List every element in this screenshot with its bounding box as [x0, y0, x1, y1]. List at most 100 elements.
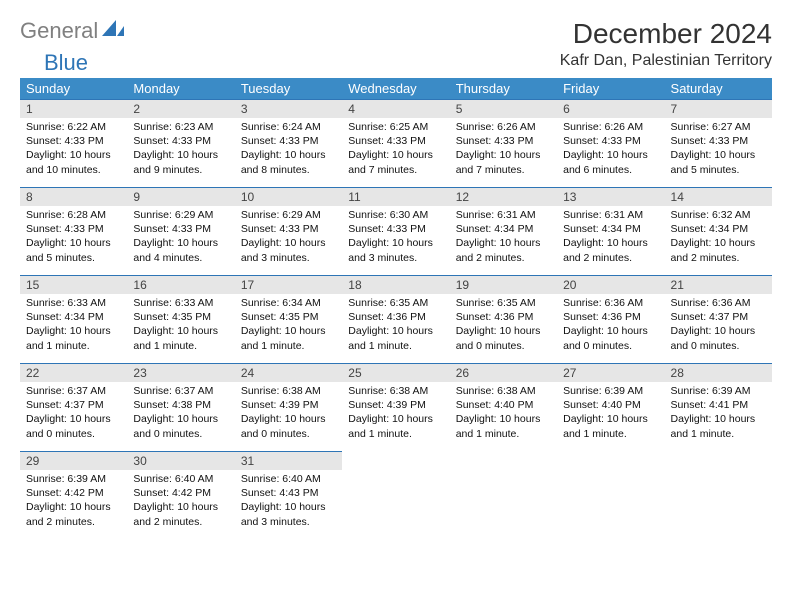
day-number: 11 — [342, 188, 449, 206]
day-info: Sunrise: 6:25 AMSunset: 4:33 PMDaylight:… — [342, 118, 449, 183]
day-cell: 12Sunrise: 6:31 AMSunset: 4:34 PMDayligh… — [450, 188, 557, 276]
day-cell — [342, 452, 449, 540]
day-info: Sunrise: 6:26 AMSunset: 4:33 PMDaylight:… — [450, 118, 557, 183]
day-info: Sunrise: 6:38 AMSunset: 4:39 PMDaylight:… — [342, 382, 449, 447]
day-cell: 6Sunrise: 6:26 AMSunset: 4:33 PMDaylight… — [557, 100, 664, 188]
day-info: Sunrise: 6:33 AMSunset: 4:34 PMDaylight:… — [20, 294, 127, 359]
day-number: 5 — [450, 100, 557, 118]
day-info: Sunrise: 6:37 AMSunset: 4:38 PMDaylight:… — [127, 382, 234, 447]
location: Kafr Dan, Palestinian Territory — [560, 52, 772, 70]
header: General December 2024 Kafr Dan, Palestin… — [20, 18, 772, 70]
day-number: 26 — [450, 364, 557, 382]
day-cell: 21Sunrise: 6:36 AMSunset: 4:37 PMDayligh… — [665, 276, 772, 364]
day-info: Sunrise: 6:38 AMSunset: 4:39 PMDaylight:… — [235, 382, 342, 447]
calendar-body: 1Sunrise: 6:22 AMSunset: 4:33 PMDaylight… — [20, 100, 772, 540]
day-info: Sunrise: 6:28 AMSunset: 4:33 PMDaylight:… — [20, 206, 127, 271]
day-cell: 1Sunrise: 6:22 AMSunset: 4:33 PMDaylight… — [20, 100, 127, 188]
day-cell: 5Sunrise: 6:26 AMSunset: 4:33 PMDaylight… — [450, 100, 557, 188]
day-info: Sunrise: 6:24 AMSunset: 4:33 PMDaylight:… — [235, 118, 342, 183]
day-cell: 11Sunrise: 6:30 AMSunset: 4:33 PMDayligh… — [342, 188, 449, 276]
day-cell: 15Sunrise: 6:33 AMSunset: 4:34 PMDayligh… — [20, 276, 127, 364]
day-number: 17 — [235, 276, 342, 294]
weekday-header: Thursday — [450, 78, 557, 100]
day-info: Sunrise: 6:37 AMSunset: 4:37 PMDaylight:… — [20, 382, 127, 447]
day-cell: 2Sunrise: 6:23 AMSunset: 4:33 PMDaylight… — [127, 100, 234, 188]
day-info: Sunrise: 6:36 AMSunset: 4:37 PMDaylight:… — [665, 294, 772, 359]
day-number: 18 — [342, 276, 449, 294]
day-cell: 8Sunrise: 6:28 AMSunset: 4:33 PMDaylight… — [20, 188, 127, 276]
day-number: 16 — [127, 276, 234, 294]
day-info: Sunrise: 6:38 AMSunset: 4:40 PMDaylight:… — [450, 382, 557, 447]
day-number: 15 — [20, 276, 127, 294]
day-number: 3 — [235, 100, 342, 118]
day-cell — [557, 452, 664, 540]
day-number: 22 — [20, 364, 127, 382]
day-cell — [665, 452, 772, 540]
day-cell: 3Sunrise: 6:24 AMSunset: 4:33 PMDaylight… — [235, 100, 342, 188]
day-cell: 14Sunrise: 6:32 AMSunset: 4:34 PMDayligh… — [665, 188, 772, 276]
day-info: Sunrise: 6:33 AMSunset: 4:35 PMDaylight:… — [127, 294, 234, 359]
day-number: 23 — [127, 364, 234, 382]
day-info: Sunrise: 6:22 AMSunset: 4:33 PMDaylight:… — [20, 118, 127, 183]
day-number: 19 — [450, 276, 557, 294]
day-info: Sunrise: 6:39 AMSunset: 4:42 PMDaylight:… — [20, 470, 127, 535]
logo-sail-icon — [102, 20, 124, 43]
day-number: 13 — [557, 188, 664, 206]
logo-text-gray: General — [20, 18, 98, 44]
weekday-header: Saturday — [665, 78, 772, 100]
day-info: Sunrise: 6:39 AMSunset: 4:40 PMDaylight:… — [557, 382, 664, 447]
day-cell: 10Sunrise: 6:29 AMSunset: 4:33 PMDayligh… — [235, 188, 342, 276]
day-cell: 7Sunrise: 6:27 AMSunset: 4:33 PMDaylight… — [665, 100, 772, 188]
weekday-header: Wednesday — [342, 78, 449, 100]
day-info: Sunrise: 6:26 AMSunset: 4:33 PMDaylight:… — [557, 118, 664, 183]
day-number: 6 — [557, 100, 664, 118]
day-info: Sunrise: 6:32 AMSunset: 4:34 PMDaylight:… — [665, 206, 772, 271]
day-cell: 29Sunrise: 6:39 AMSunset: 4:42 PMDayligh… — [20, 452, 127, 540]
logo: General — [20, 18, 126, 44]
day-cell: 25Sunrise: 6:38 AMSunset: 4:39 PMDayligh… — [342, 364, 449, 452]
day-number: 9 — [127, 188, 234, 206]
day-number: 29 — [20, 452, 127, 470]
day-cell: 23Sunrise: 6:37 AMSunset: 4:38 PMDayligh… — [127, 364, 234, 452]
day-cell: 9Sunrise: 6:29 AMSunset: 4:33 PMDaylight… — [127, 188, 234, 276]
day-number: 25 — [342, 364, 449, 382]
day-cell: 20Sunrise: 6:36 AMSunset: 4:36 PMDayligh… — [557, 276, 664, 364]
title-block: December 2024 Kafr Dan, Palestinian Terr… — [560, 18, 772, 70]
day-info: Sunrise: 6:36 AMSunset: 4:36 PMDaylight:… — [557, 294, 664, 359]
calendar-head: SundayMondayTuesdayWednesdayThursdayFrid… — [20, 78, 772, 100]
day-cell: 27Sunrise: 6:39 AMSunset: 4:40 PMDayligh… — [557, 364, 664, 452]
day-cell: 22Sunrise: 6:37 AMSunset: 4:37 PMDayligh… — [20, 364, 127, 452]
day-info: Sunrise: 6:40 AMSunset: 4:42 PMDaylight:… — [127, 470, 234, 535]
day-cell — [450, 452, 557, 540]
day-number: 31 — [235, 452, 342, 470]
day-number: 10 — [235, 188, 342, 206]
weekday-header: Tuesday — [235, 78, 342, 100]
day-cell: 28Sunrise: 6:39 AMSunset: 4:41 PMDayligh… — [665, 364, 772, 452]
logo-text-blue: Blue — [44, 50, 88, 76]
day-cell: 18Sunrise: 6:35 AMSunset: 4:36 PMDayligh… — [342, 276, 449, 364]
day-cell: 24Sunrise: 6:38 AMSunset: 4:39 PMDayligh… — [235, 364, 342, 452]
day-number: 7 — [665, 100, 772, 118]
weekday-header: Monday — [127, 78, 234, 100]
day-info: Sunrise: 6:30 AMSunset: 4:33 PMDaylight:… — [342, 206, 449, 271]
day-cell: 26Sunrise: 6:38 AMSunset: 4:40 PMDayligh… — [450, 364, 557, 452]
day-cell: 4Sunrise: 6:25 AMSunset: 4:33 PMDaylight… — [342, 100, 449, 188]
day-info: Sunrise: 6:40 AMSunset: 4:43 PMDaylight:… — [235, 470, 342, 535]
day-info: Sunrise: 6:35 AMSunset: 4:36 PMDaylight:… — [342, 294, 449, 359]
day-number: 2 — [127, 100, 234, 118]
day-number: 1 — [20, 100, 127, 118]
day-info: Sunrise: 6:29 AMSunset: 4:33 PMDaylight:… — [235, 206, 342, 271]
day-cell: 19Sunrise: 6:35 AMSunset: 4:36 PMDayligh… — [450, 276, 557, 364]
weekday-header: Sunday — [20, 78, 127, 100]
day-info: Sunrise: 6:29 AMSunset: 4:33 PMDaylight:… — [127, 206, 234, 271]
day-number: 4 — [342, 100, 449, 118]
day-cell: 17Sunrise: 6:34 AMSunset: 4:35 PMDayligh… — [235, 276, 342, 364]
day-cell: 30Sunrise: 6:40 AMSunset: 4:42 PMDayligh… — [127, 452, 234, 540]
day-number: 21 — [665, 276, 772, 294]
weekday-header: Friday — [557, 78, 664, 100]
day-info: Sunrise: 6:35 AMSunset: 4:36 PMDaylight:… — [450, 294, 557, 359]
day-info: Sunrise: 6:27 AMSunset: 4:33 PMDaylight:… — [665, 118, 772, 183]
day-info: Sunrise: 6:23 AMSunset: 4:33 PMDaylight:… — [127, 118, 234, 183]
day-number: 24 — [235, 364, 342, 382]
day-info: Sunrise: 6:34 AMSunset: 4:35 PMDaylight:… — [235, 294, 342, 359]
